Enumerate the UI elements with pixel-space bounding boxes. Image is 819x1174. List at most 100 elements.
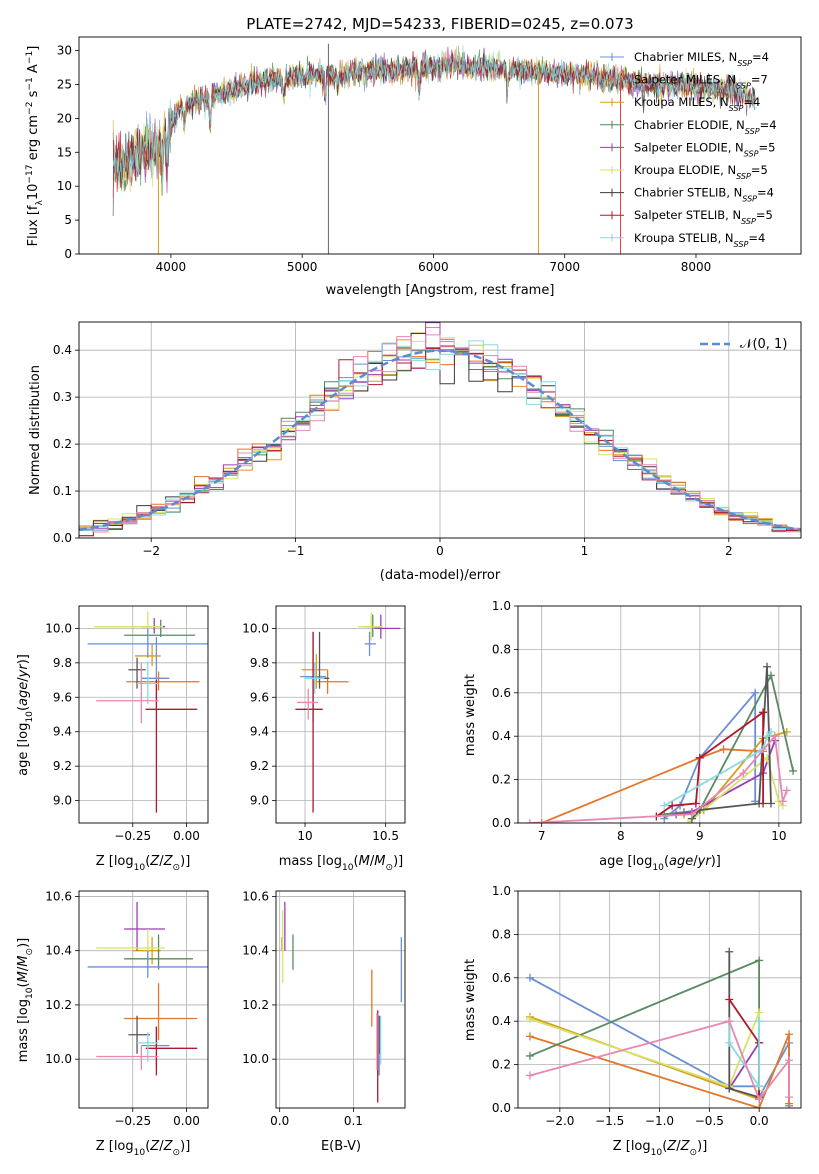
- y-tick-label: 10.0: [45, 621, 72, 635]
- label-part: =4: [760, 118, 777, 132]
- mass-weight-marker: [789, 766, 798, 775]
- mass-weight-marker: [725, 1017, 734, 1026]
- plot-area: [112, 43, 756, 254]
- label-part: SSP: [734, 239, 749, 248]
- label-part: (: [662, 1139, 667, 1154]
- legend-label: Kroupa STELIB, NSSP=4: [634, 231, 765, 249]
- mass-weight-marker: [725, 947, 734, 956]
- y-tick-label: 9.8: [53, 656, 72, 670]
- label-part: Z: [666, 1139, 677, 1154]
- label-part: 10: [342, 863, 354, 873]
- y-tick-label: 25: [57, 77, 72, 91]
- y-tick-label: 0.8: [492, 642, 511, 656]
- y-tick-label: 0.4: [492, 729, 511, 743]
- grid: [79, 606, 208, 823]
- mass-weight-line: [728, 1021, 760, 1090]
- label-part: /: [676, 1139, 681, 1154]
- label-part: −1: [25, 77, 35, 90]
- label-part: =5: [758, 140, 775, 154]
- y-tick-label: 0.6: [492, 971, 511, 985]
- plot-area: [518, 606, 801, 823]
- label-part: A: [26, 64, 41, 77]
- axes-mass_vs_EBV: 0.0 0.1 10.0 10.2 10.4 10.6: [242, 889, 406, 1128]
- label-part: 10: [652, 863, 664, 873]
- label-part: yr: [697, 854, 713, 869]
- legend-label: Salpeter MILES, NSSP=7: [634, 73, 768, 91]
- label-part: yr: [16, 663, 31, 679]
- axes-age_vs_Z: −0.25 0.00 9.0 9.2 9.4 9.6 9.8 10.0: [45, 605, 209, 843]
- x-tick-label: 6000: [418, 260, 449, 274]
- mass-weight-marker: [691, 799, 700, 808]
- axes-frame: [517, 890, 802, 1109]
- label-part: Z [log: [96, 1139, 134, 1154]
- mass-weight-line: [687, 756, 784, 823]
- plot-area: [276, 606, 405, 823]
- legend-label: Chabrier MILES, NSSP=4: [634, 50, 769, 68]
- mass-weight-marker: [687, 810, 696, 819]
- label-part: age: [669, 854, 693, 869]
- x-tick-label: 0.00: [173, 1114, 200, 1128]
- mass-weight-marker: [770, 732, 779, 741]
- label-part: SSP: [745, 126, 760, 135]
- y-axis-label: age [log10(age/yr)]: [16, 654, 35, 776]
- x-tick-label: −1.0: [645, 1114, 674, 1128]
- mass-weight-marker: [763, 732, 772, 741]
- legend-label: 𝒩(0, 1): [740, 337, 787, 352]
- y-axis-label: mass weight: [463, 674, 478, 756]
- legend: Chabrier MILES, NSSP=4 Salpeter MILES, NS…: [600, 50, 777, 248]
- y-tick-label: 10.6: [45, 889, 72, 903]
- mass-weight-line: [541, 748, 764, 823]
- y-axis-label: Normed distribution: [28, 365, 43, 495]
- label-part: SSP: [737, 59, 752, 68]
- axes-mass_vs_Z: −0.25 0.00 10.0 10.2 10.4 10.6: [45, 889, 209, 1128]
- label-part: /: [370, 854, 375, 869]
- label-part: /: [16, 677, 31, 682]
- label-part: Z: [163, 854, 174, 869]
- axes-massweight_vs_age: 7 8 9 10 0.0 0.2 0.4 0.6 0.8 1.0: [492, 599, 802, 843]
- y-tick-label: 9.6: [250, 690, 269, 704]
- axes-spectrum: 4000 5000 6000 7000 8000 0 5 10 15 20 25 30: [57, 36, 802, 274]
- grid: [276, 606, 405, 823]
- mass-weight-marker: [525, 1071, 534, 1080]
- grid: [276, 891, 405, 1108]
- mass-weight-marker: [751, 688, 760, 697]
- label-part: mass [log: [279, 854, 342, 869]
- label-part: λ: [35, 200, 45, 206]
- axes-frame: [275, 890, 406, 1109]
- x-tick-label: 10: [771, 829, 786, 843]
- y-tick-label: 0.4: [53, 343, 72, 357]
- plot-area: [79, 322, 801, 538]
- axes-residuals: −2 −1 0 1 2 0.0 0.1 0.2 0.3 0.4: [53, 321, 802, 558]
- label-part: ⊙: [385, 863, 393, 873]
- label-part: =5: [751, 163, 768, 177]
- histogram-series: [79, 340, 801, 531]
- label-part: SSP: [742, 194, 757, 203]
- label-part: SSP: [729, 104, 744, 113]
- label-part: (: [145, 854, 150, 869]
- x-tick-label: −1: [287, 544, 305, 558]
- y-tick-label: 10.2: [242, 998, 269, 1012]
- mass-weight-marker: [525, 1032, 534, 1041]
- plot-area: [79, 606, 208, 823]
- label-part: Z: [163, 1139, 174, 1154]
- x-tick-label: 9: [696, 829, 704, 843]
- legend-label: Salpeter ELODIE, NSSP=5: [634, 140, 775, 158]
- spectrum-line: [112, 44, 756, 195]
- legend-label: Chabrier ELODIE, NSSP=4: [634, 118, 777, 136]
- x-axis-label: age [log10(age/yr)]: [599, 854, 721, 873]
- x-tick-label: −0.5: [695, 1114, 724, 1128]
- label-part: 10: [651, 1148, 663, 1158]
- y-tick-label: 0.2: [53, 437, 72, 451]
- y-tick-label: 0.6: [492, 686, 511, 700]
- label-part: SSP: [736, 172, 751, 181]
- label-part: M: [16, 971, 31, 982]
- label-part: age [log: [16, 723, 31, 776]
- x-tick-label: −1.5: [595, 1114, 624, 1128]
- y-tick-label: 9.0: [53, 794, 72, 808]
- mass-weight-marker: [759, 799, 768, 808]
- x-axis-label: mass [log10(M/M⊙)]: [279, 854, 403, 873]
- grid: [518, 606, 801, 823]
- spectrum-line: [112, 49, 756, 198]
- y-tick-label: 10.2: [45, 998, 72, 1012]
